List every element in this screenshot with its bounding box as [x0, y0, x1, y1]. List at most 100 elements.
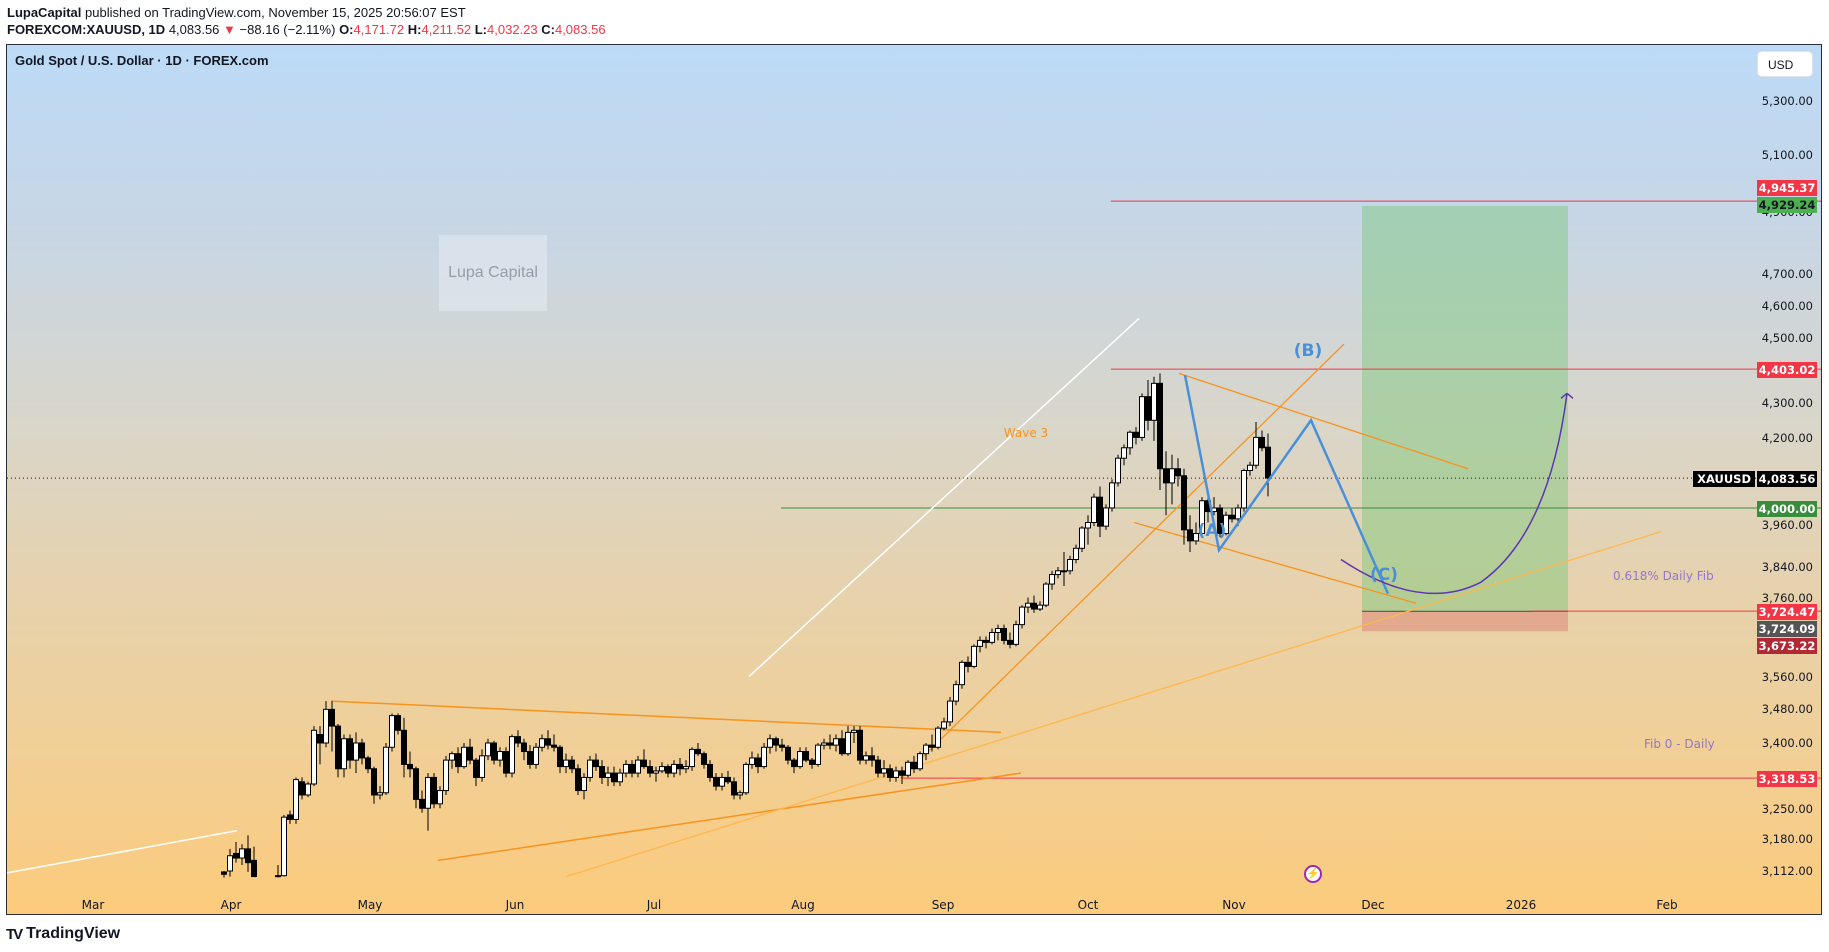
candle — [653, 770, 659, 774]
tradingview-branding[interactable]: TV TradingView — [6, 925, 120, 943]
time-tick-label: Sep — [931, 898, 955, 912]
author-name[interactable]: LupaCapital — [7, 5, 82, 20]
candle — [251, 859, 257, 878]
candle — [575, 768, 581, 792]
candle — [935, 727, 941, 748]
candle — [1151, 382, 1157, 421]
abc-wave-path[interactable] — [1183, 374, 1390, 595]
price-tick-label: 3,840.00 — [1761, 560, 1813, 574]
candle — [467, 746, 473, 761]
drawing-line[interactable] — [1560, 392, 1568, 399]
candle — [569, 759, 575, 770]
drawing-line[interactable] — [565, 531, 1662, 878]
candle — [1217, 507, 1223, 535]
candle — [761, 746, 767, 768]
high-value: 4,211.52 — [421, 22, 472, 37]
candle — [1235, 507, 1241, 520]
candle — [605, 772, 611, 778]
candle — [821, 742, 827, 746]
candle — [503, 751, 509, 774]
candle — [299, 781, 305, 796]
profit-zone[interactable] — [1362, 205, 1568, 612]
drawing-line[interactable] — [1178, 372, 1469, 470]
candle — [383, 746, 389, 794]
fib-618-label: 0.618% Daily Fib — [1613, 569, 1714, 583]
candle — [1229, 514, 1235, 520]
candle — [437, 790, 443, 805]
candle — [647, 766, 653, 774]
candle — [857, 729, 863, 761]
time-tick-label: May — [357, 898, 383, 912]
candle — [527, 751, 533, 765]
candle — [1133, 431, 1139, 438]
candle — [905, 761, 911, 776]
candle — [779, 744, 785, 748]
candle — [1109, 482, 1115, 509]
candle — [731, 781, 737, 796]
candle — [317, 734, 323, 744]
candle — [545, 738, 551, 746]
candle — [809, 759, 815, 765]
brand-name: TradingView — [26, 925, 121, 942]
drawing-line[interactable] — [7, 829, 238, 874]
candle — [1103, 507, 1109, 527]
candle — [515, 736, 521, 744]
drawing-line[interactable] — [1566, 392, 1574, 399]
price-level-tag: 3,724.47 — [1757, 604, 1817, 620]
candle — [1187, 529, 1193, 542]
loss-zone[interactable] — [1362, 611, 1568, 632]
candle — [1121, 447, 1127, 459]
candle — [1247, 464, 1253, 471]
price-plot[interactable] — [7, 45, 1822, 915]
drawing-line[interactable] — [437, 772, 1022, 862]
candle — [581, 776, 587, 792]
candle — [665, 766, 671, 774]
wave-b-label: (B) — [1293, 341, 1323, 361]
candle — [1265, 446, 1271, 479]
projection-curve[interactable] — [1340, 393, 1568, 595]
time-tick-label: Feb — [1656, 898, 1678, 912]
candle — [1073, 547, 1079, 560]
drawing-line[interactable] — [330, 700, 1002, 734]
candle — [773, 738, 779, 746]
candle — [521, 742, 527, 753]
candle — [461, 746, 467, 768]
candle — [1031, 602, 1037, 610]
symbol-price-tag: XAUUSD — [1693, 471, 1755, 487]
candle — [1067, 558, 1073, 572]
wave-a-label: (A) — [1197, 521, 1227, 541]
candle — [1043, 583, 1049, 606]
candle — [1139, 396, 1145, 438]
candle — [509, 736, 515, 774]
candle — [221, 871, 227, 875]
candle — [557, 746, 563, 768]
candle — [1241, 469, 1247, 509]
candle — [893, 770, 899, 778]
candle — [1049, 574, 1055, 585]
candle — [1163, 468, 1169, 484]
price-tick-label: 3,400.00 — [1761, 736, 1813, 750]
drawing-line[interactable] — [1133, 521, 1417, 604]
candle — [305, 783, 311, 796]
candle — [1259, 436, 1265, 449]
chart-title: Gold Spot / U.S. Dollar · 1D · FOREX.com — [15, 53, 269, 68]
lightning-event-icon[interactable]: ⚡ — [1304, 865, 1322, 883]
published-text: published on TradingView.com, November 1… — [85, 5, 466, 20]
chart-pane[interactable]: Lupa Capital Gold Spot / U.S. Dollar · 1… — [6, 44, 1822, 915]
price-tick-label: 3,180.00 — [1761, 832, 1813, 846]
candle — [1181, 475, 1187, 531]
candle — [551, 744, 557, 748]
candle — [587, 759, 593, 778]
price-tick-label: 5,100.00 — [1761, 148, 1813, 162]
candle — [827, 742, 833, 746]
candle — [965, 661, 971, 667]
candle — [245, 848, 251, 864]
candle — [1013, 624, 1019, 645]
drawing-line[interactable] — [900, 343, 1345, 779]
drawing-line[interactable] — [748, 317, 1140, 678]
price-level-tag: 4,000.00 — [1757, 501, 1817, 517]
time-tick-label: Aug — [791, 898, 815, 912]
price-tick-label: 4,200.00 — [1761, 431, 1813, 445]
price-tick-label: 4,700.00 — [1761, 267, 1813, 281]
currency-button[interactable]: USD — [1757, 51, 1813, 77]
